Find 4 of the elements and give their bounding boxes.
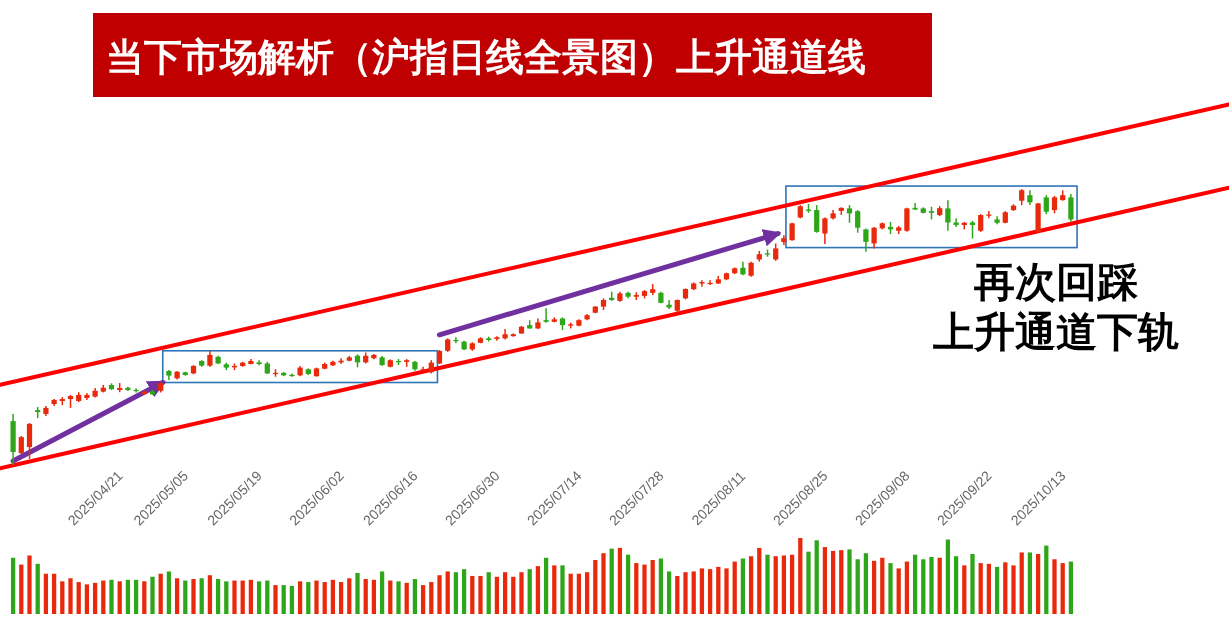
chart-title: 当下市场解析（沪指日线全景图）上升通道线 [106, 36, 866, 78]
annotation: 上升通道下轨 [933, 309, 1179, 355]
annotation: 再次回踩 [973, 259, 1139, 305]
title: 当下市场解析（沪指日线全景图）上升通道线 [93, 13, 932, 97]
